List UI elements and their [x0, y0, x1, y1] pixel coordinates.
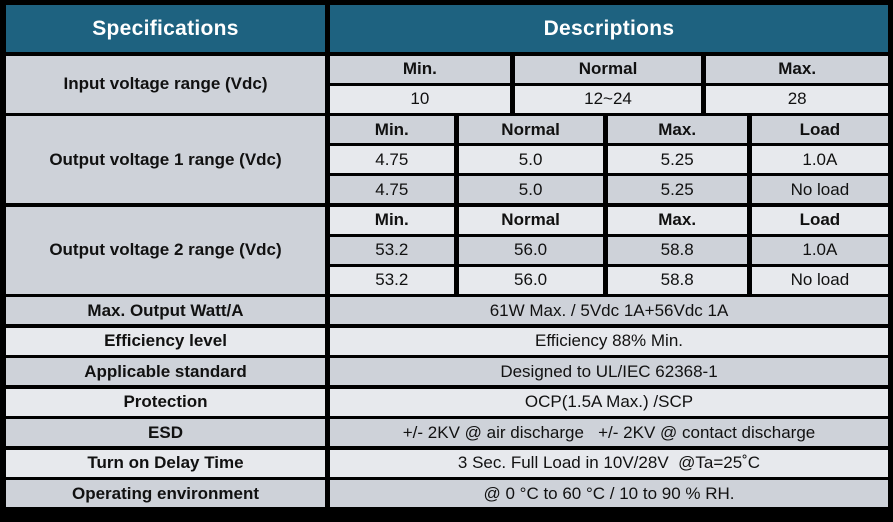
output1-load-values-row: 4.75 5.0 5.25 1.0A [330, 146, 888, 173]
row-operating-environment: Operating environment @ 0 °C to 60 °C / … [6, 480, 888, 507]
output2-min-noload: 53.2 [330, 266, 454, 294]
row-label-max-output-watt: Max. Output Watt/A [6, 297, 325, 324]
row-label-applicable-standard: Applicable standard [6, 358, 325, 385]
output2-min-load: 53.2 [330, 236, 454, 264]
row-esd: ESD +/- 2KV @ air discharge +/- 2KV @ co… [6, 419, 888, 446]
row-value-esd: +/- 2KV @ air discharge +/- 2KV @ contac… [330, 419, 888, 446]
output1-subheader-row: Min. Normal Max. Load [330, 116, 888, 143]
output1-load-header: Load [751, 116, 888, 143]
output1-min-header: Min. [330, 116, 454, 143]
section-output-voltage-2: Output voltage 2 range (Vdc) Min. Normal… [6, 206, 888, 294]
output1-load-cond: 1.0A [751, 146, 888, 173]
section-input-voltage: Input voltage range (Vdc) Min. Normal Ma… [6, 55, 888, 113]
row-turn-on-delay: Turn on Delay Time 3 Sec. Full Load in 1… [6, 449, 888, 477]
row-value-operating-environment: @ 0 °C to 60 °C / 10 to 90 % RH. [330, 480, 888, 507]
output1-noload-cond: No load [751, 176, 888, 203]
output1-normal-header: Normal [458, 116, 603, 143]
output1-max-noload: 5.25 [607, 176, 747, 203]
output1-noload-values-row: 4.75 5.0 5.25 No load [330, 176, 888, 203]
output1-max-load: 5.25 [607, 146, 747, 173]
output1-max-header: Max. [607, 116, 747, 143]
row-label-protection: Protection [6, 388, 325, 416]
row-label-turn-on-delay: Turn on Delay Time [6, 449, 325, 477]
output2-load-values-row: 53.2 56.0 58.8 1.0A [330, 236, 888, 264]
input-max-value: 28 [706, 85, 888, 113]
row-protection: Protection OCP(1.5A Max.) /SCP [6, 388, 888, 416]
output2-max-header: Max. [607, 206, 747, 234]
output2-max-noload: 58.8 [607, 266, 747, 294]
output1-normal-noload: 5.0 [458, 176, 603, 203]
input-voltage-values-row: 10 12~24 28 [330, 85, 888, 113]
input-min-value: 10 [330, 85, 510, 113]
output2-load-header: Load [751, 206, 888, 234]
input-voltage-subtable: Min. Normal Max. 10 12~24 28 [330, 55, 888, 113]
input-voltage-subheader-row: Min. Normal Max. [330, 55, 888, 83]
output2-normal-noload: 56.0 [458, 266, 603, 294]
table-header-row: Specifications Descriptions [6, 5, 888, 52]
output2-normal-header: Normal [458, 206, 603, 234]
output2-normal-load: 56.0 [458, 236, 603, 264]
output2-load-cond: 1.0A [751, 236, 888, 264]
output1-min-load: 4.75 [330, 146, 454, 173]
descriptions-column-header: Descriptions [330, 5, 888, 52]
row-value-efficiency-level: Efficiency 88% Min. [330, 327, 888, 355]
row-efficiency-level: Efficiency level Efficiency 88% Min. [6, 327, 888, 355]
row-value-protection: OCP(1.5A Max.) /SCP [330, 388, 888, 416]
output-voltage-2-subtable: Min. Normal Max. Load 53.2 56.0 58.8 1.0… [330, 206, 888, 294]
specifications-column-header: Specifications [6, 5, 325, 52]
output2-noload-values-row: 53.2 56.0 58.8 No load [330, 266, 888, 294]
output2-noload-cond: No load [751, 266, 888, 294]
row-label-efficiency-level: Efficiency level [6, 327, 325, 355]
row-max-output-watt: Max. Output Watt/A 61W Max. / 5Vdc 1A+56… [6, 297, 888, 324]
specifications-table: Specifications Descriptions Input voltag… [6, 5, 888, 507]
row-label-esd: ESD [6, 419, 325, 446]
row-value-max-output-watt: 61W Max. / 5Vdc 1A+56Vdc 1A [330, 297, 888, 324]
output2-min-header: Min. [330, 206, 454, 234]
input-normal-value: 12~24 [514, 85, 702, 113]
output2-max-load: 58.8 [607, 236, 747, 264]
input-max-header: Max. [706, 55, 888, 83]
row-label-output-voltage-2: Output voltage 2 range (Vdc) [6, 206, 325, 294]
output2-subheader-row: Min. Normal Max. Load [330, 206, 888, 234]
row-value-turn-on-delay: 3 Sec. Full Load in 10V/28V @Ta=25˚C [330, 449, 888, 477]
row-label-input-voltage: Input voltage range (Vdc) [6, 55, 325, 113]
input-min-header: Min. [330, 55, 510, 83]
input-normal-header: Normal [514, 55, 702, 83]
row-applicable-standard: Applicable standard Designed to UL/IEC 6… [6, 358, 888, 385]
output-voltage-1-subtable: Min. Normal Max. Load 4.75 5.0 5.25 1.0A… [330, 116, 888, 203]
output1-normal-load: 5.0 [458, 146, 603, 173]
row-label-output-voltage-1: Output voltage 1 range (Vdc) [6, 116, 325, 203]
row-label-operating-environment: Operating environment [6, 480, 325, 507]
section-output-voltage-1: Output voltage 1 range (Vdc) Min. Normal… [6, 116, 888, 203]
row-value-applicable-standard: Designed to UL/IEC 62368-1 [330, 358, 888, 385]
output1-min-noload: 4.75 [330, 176, 454, 203]
